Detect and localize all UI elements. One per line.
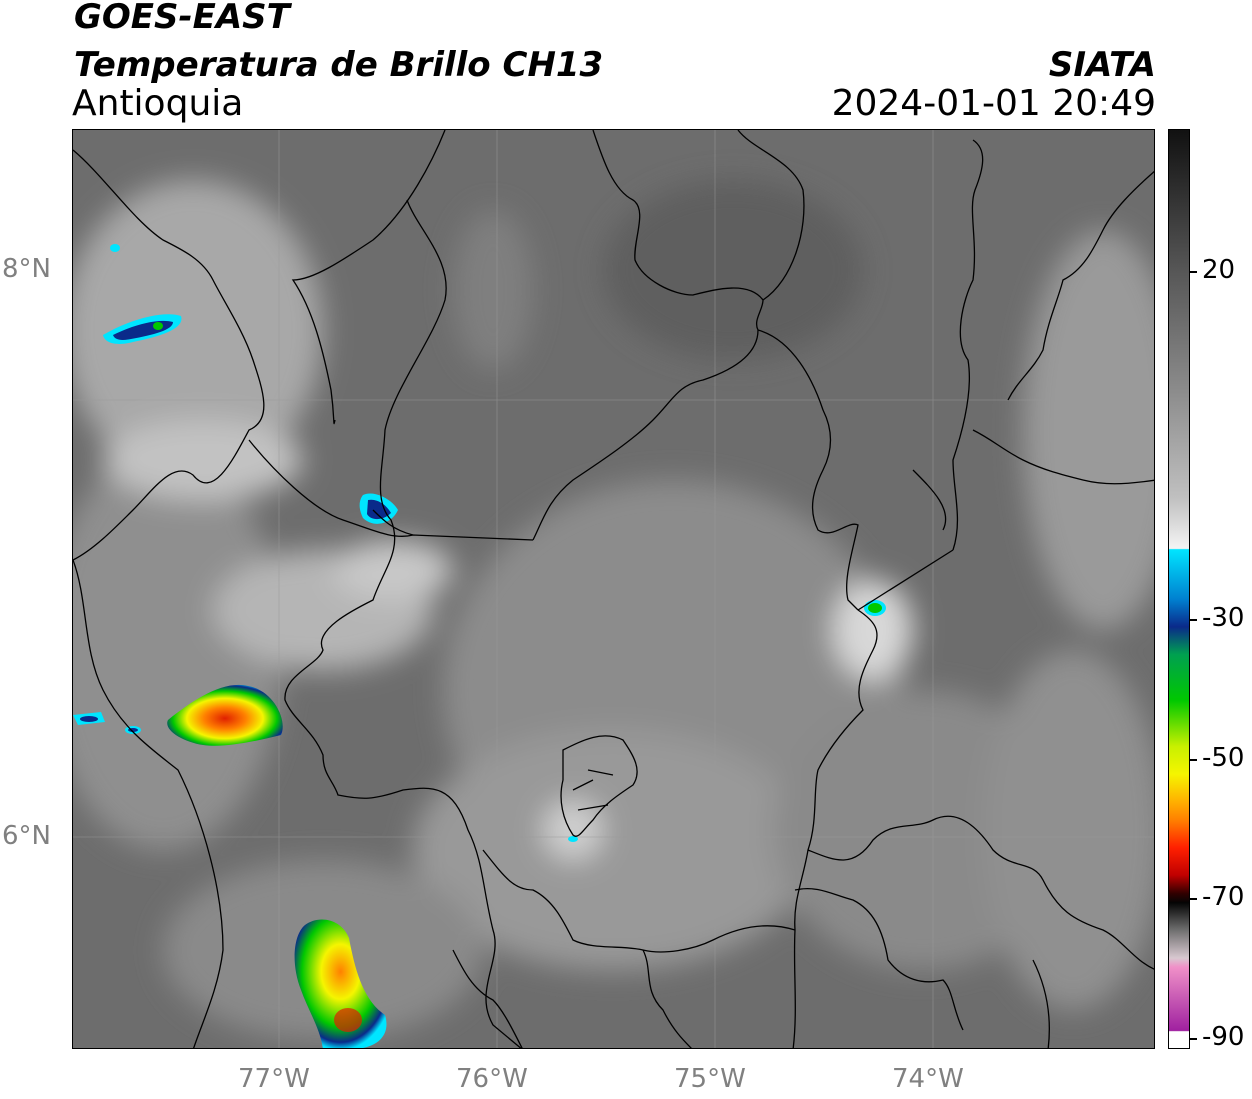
colorbar-label-minus50: -50 bbox=[1202, 743, 1245, 773]
lat-label-6n: 6°N bbox=[2, 821, 51, 851]
region-title: Antioquia bbox=[72, 83, 244, 124]
political-boundaries bbox=[73, 130, 1154, 1048]
product-title: Temperatura de Brillo CH13 bbox=[74, 45, 604, 85]
lon-label-76w: 76°W bbox=[456, 1064, 528, 1094]
lon-label-74w: 74°W bbox=[892, 1064, 964, 1094]
lon-label-77w: 77°W bbox=[238, 1064, 310, 1094]
colorbar-gradient bbox=[1169, 130, 1189, 1048]
colorbar-label-minus90: -90 bbox=[1202, 1022, 1245, 1052]
grid-lines bbox=[73, 130, 1154, 1048]
lat-label-8n: 8°N bbox=[2, 254, 51, 284]
colorbar-tick bbox=[1190, 271, 1197, 273]
colorbar-tick bbox=[1190, 759, 1197, 761]
satellite-map bbox=[72, 129, 1155, 1049]
lon-label-75w: 75°W bbox=[674, 1064, 746, 1094]
colorbar-label-20: 20 bbox=[1202, 255, 1236, 285]
organization-title: SIATA bbox=[1048, 45, 1156, 85]
colorbar-label-minus30: -30 bbox=[1202, 603, 1245, 633]
colorbar-tick bbox=[1190, 619, 1197, 621]
temperature-colorbar bbox=[1168, 129, 1190, 1049]
colorbar-tick bbox=[1190, 1038, 1197, 1040]
satellite-title: GOES-EAST bbox=[74, 0, 290, 37]
datetime-label: 2024-01-01 20:49 bbox=[831, 83, 1156, 124]
cloud-texture bbox=[73, 180, 1154, 1040]
colorbar-label-minus70: -70 bbox=[1202, 882, 1245, 912]
colorbar-fill bbox=[1169, 130, 1189, 1048]
colorbar-tick bbox=[1190, 898, 1197, 900]
map-svg bbox=[73, 130, 1154, 1048]
